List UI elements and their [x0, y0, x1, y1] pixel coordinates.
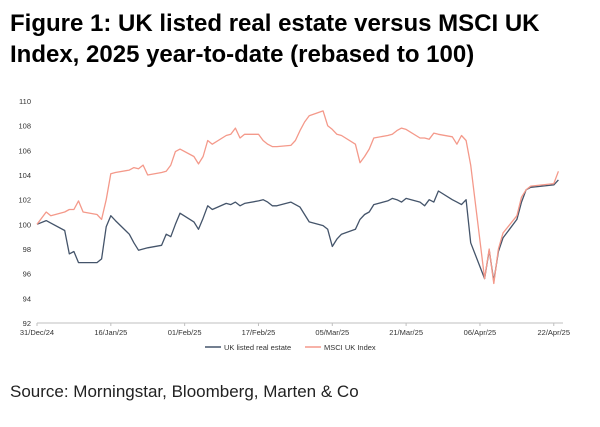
- y-tick-label: 110: [19, 97, 31, 106]
- x-tick-label: 21/Mar/25: [389, 328, 423, 337]
- y-tick-label: 108: [18, 122, 31, 131]
- x-tick-label: 01/Feb/25: [168, 328, 202, 337]
- y-tick-label: 94: [23, 294, 31, 303]
- legend-label-msci-uk: MSCI UK Index: [324, 343, 376, 352]
- x-tick-label: 31/Dec/24: [20, 328, 54, 337]
- y-tick-label: 100: [18, 220, 31, 229]
- x-tick-label: 05/Mar/25: [315, 328, 349, 337]
- y-tick-label: 106: [18, 146, 31, 155]
- x-tick-label: 22/Apr/25: [538, 328, 571, 337]
- y-tick-label: 104: [18, 171, 31, 180]
- plot-area: 92 94 96 98 100 102 104 106 108 110 31/Dec/24 16/Ja…: [18, 97, 570, 337]
- series-line-uk-real-estate: [36, 179, 559, 282]
- series-line-msci-uk: [36, 110, 560, 285]
- x-tick-label: 16/Jan/25: [94, 328, 127, 337]
- legend-label-uk-real-estate: UK listed real estate: [224, 343, 291, 352]
- legend: UK listed real estate MSCI UK Index: [205, 343, 376, 352]
- y-tick-label: 96: [23, 270, 31, 279]
- y-tick-label: 92: [23, 319, 31, 328]
- figure-title: Figure 1: UK listed real estate versus M…: [10, 10, 540, 68]
- x-tick-label: 17/Feb/25: [242, 328, 276, 337]
- source-note: Source: Morningstar, Bloomberg, Marten &…: [10, 382, 359, 401]
- y-tick-label: 102: [18, 196, 31, 205]
- y-tick-label: 98: [23, 245, 31, 254]
- line-chart: 92 94 96 98 100 102 104 106 108 110 31/Dec/24 16/Ja…: [18, 97, 570, 352]
- x-tick-label: 06/Apr/25: [464, 328, 497, 337]
